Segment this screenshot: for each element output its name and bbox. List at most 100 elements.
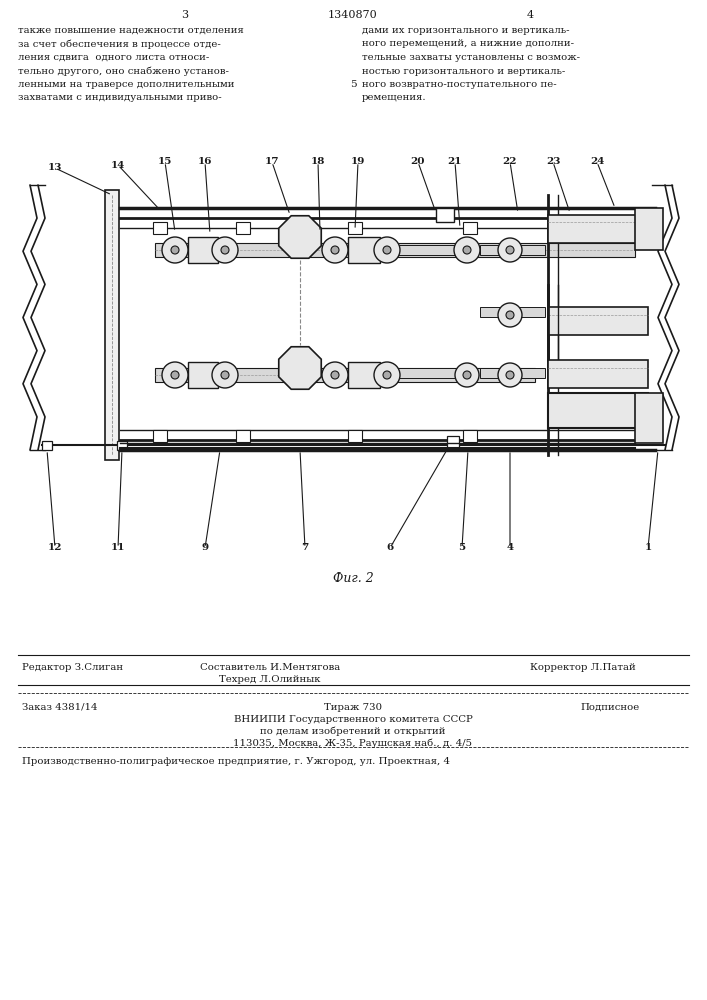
Text: 17: 17 (264, 157, 279, 166)
Bar (436, 208, 454, 222)
Bar (548, 307, 648, 335)
Circle shape (498, 363, 522, 387)
Bar (548, 360, 648, 388)
Circle shape (506, 311, 514, 319)
Circle shape (331, 246, 339, 254)
Circle shape (322, 362, 348, 388)
Text: 9: 9 (201, 544, 209, 552)
Circle shape (162, 237, 188, 263)
Circle shape (498, 238, 522, 262)
Bar (348, 222, 362, 234)
Bar (153, 430, 167, 442)
Circle shape (162, 362, 188, 388)
Text: 13: 13 (48, 163, 62, 172)
Text: 21: 21 (448, 157, 462, 166)
Bar (635, 393, 663, 443)
Text: 1: 1 (644, 544, 652, 552)
Text: 5: 5 (458, 544, 466, 552)
Bar (548, 393, 648, 428)
Circle shape (212, 362, 238, 388)
Circle shape (171, 246, 179, 254)
Text: Тираж 730: Тираж 730 (324, 703, 382, 712)
Circle shape (322, 237, 348, 263)
Text: 16: 16 (198, 157, 212, 166)
Bar (236, 222, 250, 234)
Text: ленными на траверсе дополнительными: ленными на траверсе дополнительными (18, 80, 235, 89)
Bar (463, 222, 477, 234)
Bar (153, 222, 167, 234)
Text: Производственно-полиграфическое предприятие, г. Ужгород, ул. Проектная, 4: Производственно-полиграфическое предприя… (22, 757, 450, 766)
Text: 4: 4 (506, 544, 513, 552)
Text: 20: 20 (411, 157, 425, 166)
Text: 12: 12 (48, 544, 62, 552)
Text: ВНИИПИ Государственного комитета СССР: ВНИИПИ Государственного комитета СССР (233, 715, 472, 724)
Text: 113035, Москва, Ж-35, Раушская наб., д. 4/5: 113035, Москва, Ж-35, Раушская наб., д. … (233, 739, 472, 748)
Circle shape (463, 246, 471, 254)
Text: 24: 24 (590, 157, 604, 166)
Bar (463, 430, 477, 442)
Text: ремещения.: ремещения. (362, 94, 426, 103)
Circle shape (331, 371, 339, 379)
Circle shape (498, 303, 522, 327)
Text: ностью горизонтального и вертикаль-: ностью горизонтального и вертикаль- (362, 66, 566, 76)
Bar (236, 430, 250, 442)
Bar (387, 245, 467, 255)
Bar (387, 368, 467, 378)
Text: Составитель И.Ментягова: Составитель И.Ментягова (200, 663, 340, 672)
Circle shape (221, 246, 229, 254)
Bar (117, 441, 127, 450)
Bar (635, 208, 663, 250)
Text: Корректор Л.Патай: Корректор Л.Патай (530, 663, 636, 672)
Text: 23: 23 (546, 157, 560, 166)
Text: Фиг. 2: Фиг. 2 (332, 572, 373, 585)
Circle shape (221, 371, 229, 379)
Bar (188, 362, 218, 388)
Circle shape (171, 371, 179, 379)
Bar (42, 441, 52, 450)
Bar (447, 436, 459, 448)
Circle shape (212, 237, 238, 263)
Text: дами их горизонтального и вертикаль-: дами их горизонтального и вертикаль- (362, 26, 570, 35)
Text: 19: 19 (351, 157, 366, 166)
Circle shape (374, 362, 400, 388)
Text: захватами с индивидуальными приво-: захватами с индивидуальными приво- (18, 94, 221, 103)
Text: Редактор З.Слиган: Редактор З.Слиган (22, 663, 123, 672)
Bar (188, 237, 218, 263)
Text: Техред Л.Олийнык: Техред Л.Олийнык (219, 675, 321, 684)
Text: 22: 22 (503, 157, 518, 166)
Circle shape (374, 237, 400, 263)
Bar (155, 368, 535, 382)
Text: 3: 3 (182, 10, 189, 20)
Text: также повышение надежности отделения: также повышение надежности отделения (18, 26, 244, 35)
Text: 6: 6 (386, 544, 394, 552)
Polygon shape (279, 347, 321, 389)
Text: 7: 7 (301, 544, 309, 552)
Text: Заказ 4381/14: Заказ 4381/14 (22, 703, 98, 712)
Circle shape (506, 246, 514, 254)
Bar (480, 245, 545, 255)
Bar (105, 190, 119, 460)
Text: по делам изобретений и открытий: по делам изобретений и открытий (260, 727, 445, 736)
Bar (348, 430, 362, 442)
Bar (548, 215, 648, 243)
Text: 15: 15 (158, 157, 173, 166)
Text: 14: 14 (111, 160, 125, 169)
Text: 11: 11 (111, 544, 125, 552)
Text: тельные захваты установлены с возмож-: тельные захваты установлены с возмож- (362, 53, 580, 62)
Text: Подписное: Подписное (580, 703, 639, 712)
Text: за счет обеспечения в процессе отде-: за счет обеспечения в процессе отде- (18, 39, 221, 49)
Circle shape (506, 371, 514, 379)
Circle shape (383, 246, 391, 254)
Circle shape (455, 363, 479, 387)
Text: 1340870: 1340870 (328, 10, 378, 20)
Text: ления сдвига  одного листа относи-: ления сдвига одного листа относи- (18, 53, 209, 62)
Polygon shape (279, 216, 321, 258)
Bar (155, 243, 635, 257)
Circle shape (454, 237, 480, 263)
Circle shape (463, 371, 471, 379)
Text: тельно другого, оно снабжено установ-: тельно другого, оно снабжено установ- (18, 66, 229, 76)
Bar (480, 307, 545, 317)
Text: 18: 18 (311, 157, 325, 166)
Bar (348, 362, 380, 388)
Text: ного перемещений, а нижние дополни-: ного перемещений, а нижние дополни- (362, 39, 574, 48)
